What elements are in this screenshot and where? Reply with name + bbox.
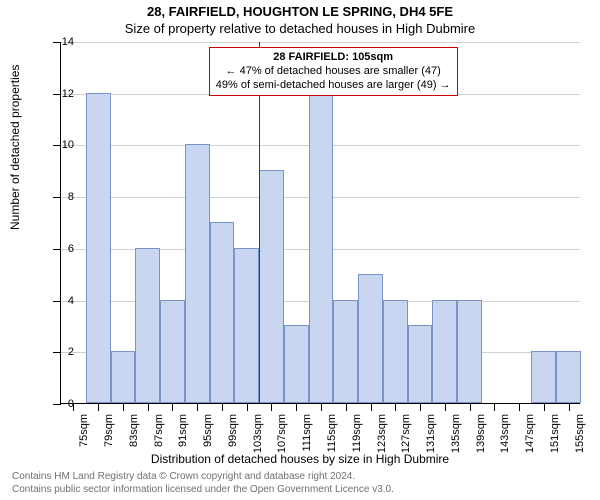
histogram-bar (432, 300, 457, 403)
chart-container: 28, FAIRFIELD, HOUGHTON LE SPRING, DH4 5… (0, 0, 600, 500)
x-tick-label: 99sqm (227, 414, 239, 454)
y-tick (53, 94, 61, 95)
x-tick-label: 111sqm (301, 414, 313, 454)
x-tick (494, 403, 495, 411)
y-tick (53, 145, 61, 146)
y-tick-label: 10 (62, 139, 74, 151)
histogram-bar (358, 274, 383, 403)
x-tick-label: 103sqm (252, 414, 264, 454)
chart-title-sub: Size of property relative to detached ho… (0, 21, 600, 36)
x-tick (346, 403, 347, 411)
y-tick (53, 301, 61, 302)
x-tick-label: 79sqm (103, 414, 115, 454)
x-tick-label: 87sqm (153, 414, 165, 454)
y-tick (53, 404, 61, 405)
x-axis-label: Distribution of detached houses by size … (0, 452, 600, 466)
x-tick (445, 403, 446, 411)
histogram-bar (333, 300, 358, 403)
x-tick (98, 403, 99, 411)
plot-area: 28 FAIRFIELD: 105sqm← 47% of detached ho… (60, 42, 580, 404)
x-tick (371, 403, 372, 411)
histogram-bar (408, 325, 433, 403)
y-tick-label: 0 (68, 398, 74, 410)
x-tick (271, 403, 272, 411)
x-tick (296, 403, 297, 411)
histogram-bar (284, 325, 309, 403)
histogram-bar (457, 300, 482, 403)
annotation-line3: 49% of semi-detached houses are larger (… (216, 79, 451, 93)
x-tick-label: 139sqm (475, 414, 487, 454)
histogram-bar (309, 93, 334, 403)
chart-title-main: 28, FAIRFIELD, HOUGHTON LE SPRING, DH4 5… (0, 4, 600, 19)
x-tick (395, 403, 396, 411)
y-tick (53, 249, 61, 250)
x-tick (123, 403, 124, 411)
footer-line2: Contains public sector information licen… (12, 484, 394, 495)
x-tick (197, 403, 198, 411)
histogram-bar (111, 351, 136, 403)
gridline-h (61, 42, 580, 43)
x-tick (148, 403, 149, 411)
x-tick (519, 403, 520, 411)
x-tick (544, 403, 545, 411)
x-tick-label: 131sqm (425, 414, 437, 454)
y-axis-label: Number of detached properties (8, 65, 22, 230)
y-tick (53, 42, 61, 43)
x-tick-label: 127sqm (400, 414, 412, 454)
x-tick (172, 403, 173, 411)
y-tick-label: 2 (68, 346, 74, 358)
histogram-bar (259, 170, 284, 403)
histogram-bar (234, 248, 259, 403)
x-tick-label: 155sqm (574, 414, 586, 454)
y-tick-label: 8 (68, 191, 74, 203)
x-tick-label: 91sqm (177, 414, 189, 454)
y-tick-label: 6 (68, 243, 74, 255)
histogram-bar (531, 351, 556, 403)
x-tick (420, 403, 421, 411)
x-tick-label: 107sqm (276, 414, 288, 454)
x-tick-label: 151sqm (549, 414, 561, 454)
histogram-bar (556, 351, 581, 403)
x-tick-label: 75sqm (78, 414, 90, 454)
annotation-line2: ← 47% of detached houses are smaller (47… (216, 65, 451, 79)
histogram-bar (86, 93, 111, 403)
x-tick-label: 123sqm (376, 414, 388, 454)
x-tick-label: 95sqm (202, 414, 214, 454)
x-tick-label: 115sqm (326, 414, 338, 454)
y-tick-label: 4 (68, 295, 74, 307)
annotation-box: 28 FAIRFIELD: 105sqm← 47% of detached ho… (209, 47, 458, 96)
footer-attribution: Contains HM Land Registry data © Crown c… (12, 471, 588, 496)
x-tick-label: 83sqm (128, 414, 140, 454)
footer-line1: Contains HM Land Registry data © Crown c… (12, 471, 355, 482)
x-tick-label: 147sqm (524, 414, 536, 454)
x-tick (470, 403, 471, 411)
histogram-bar (383, 300, 408, 403)
x-tick-label: 119sqm (351, 414, 363, 454)
histogram-bar (160, 300, 185, 403)
y-tick (53, 197, 61, 198)
x-tick (321, 403, 322, 411)
x-tick-label: 143sqm (499, 414, 511, 454)
y-tick (53, 352, 61, 353)
annotation-line1: 28 FAIRFIELD: 105sqm (216, 51, 451, 65)
y-tick-label: 14 (62, 36, 74, 48)
histogram-bar (135, 248, 160, 403)
x-tick (569, 403, 570, 411)
y-tick-label: 12 (62, 88, 74, 100)
histogram-bar (185, 144, 210, 403)
x-tick-label: 135sqm (450, 414, 462, 454)
x-tick (222, 403, 223, 411)
histogram-bar (210, 222, 235, 403)
x-tick (247, 403, 248, 411)
